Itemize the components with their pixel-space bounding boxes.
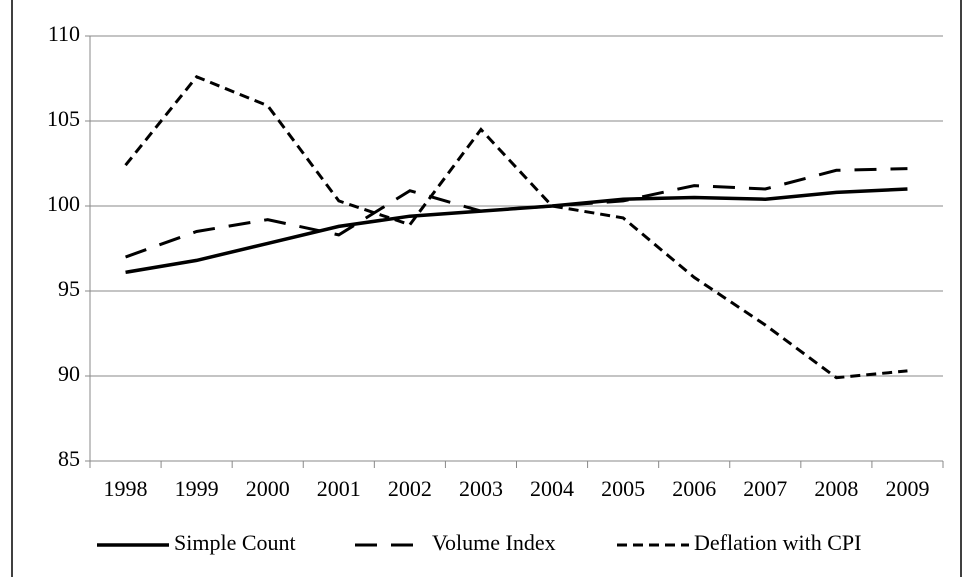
y-tick-label: 100: [47, 191, 80, 216]
y-tick-label: 95: [58, 276, 80, 301]
x-tick-label: 2008: [814, 476, 858, 501]
y-tick-label: 85: [58, 446, 80, 471]
y-tick-label: 105: [47, 106, 80, 131]
frame: [11, 0, 962, 577]
series-line: [125, 167, 908, 259]
series-line: [125, 187, 908, 275]
x-tick-label: 1998: [104, 476, 148, 501]
legend-label: Volume Index: [432, 530, 556, 555]
x-tick-label: 2002: [388, 476, 432, 501]
x-tick-label: 2000: [246, 476, 290, 501]
legend-label: Deflation with CPI: [694, 530, 861, 555]
x-tick-label: 1999: [175, 476, 219, 501]
x-tick-label: 2009: [885, 476, 929, 501]
x-tick-label: 2001: [317, 476, 361, 501]
x-tick-label: 2004: [530, 476, 574, 501]
y-tick-label: 110: [48, 21, 80, 46]
legend-label: Simple Count: [174, 530, 296, 555]
x-tick-label: 2003: [459, 476, 503, 501]
x-tick-label: 2007: [743, 476, 787, 501]
series-line: [124, 74, 908, 380]
x-tick-label: 2005: [601, 476, 645, 501]
x-tick-label: 2006: [672, 476, 716, 501]
y-tick-label: 90: [58, 361, 80, 386]
